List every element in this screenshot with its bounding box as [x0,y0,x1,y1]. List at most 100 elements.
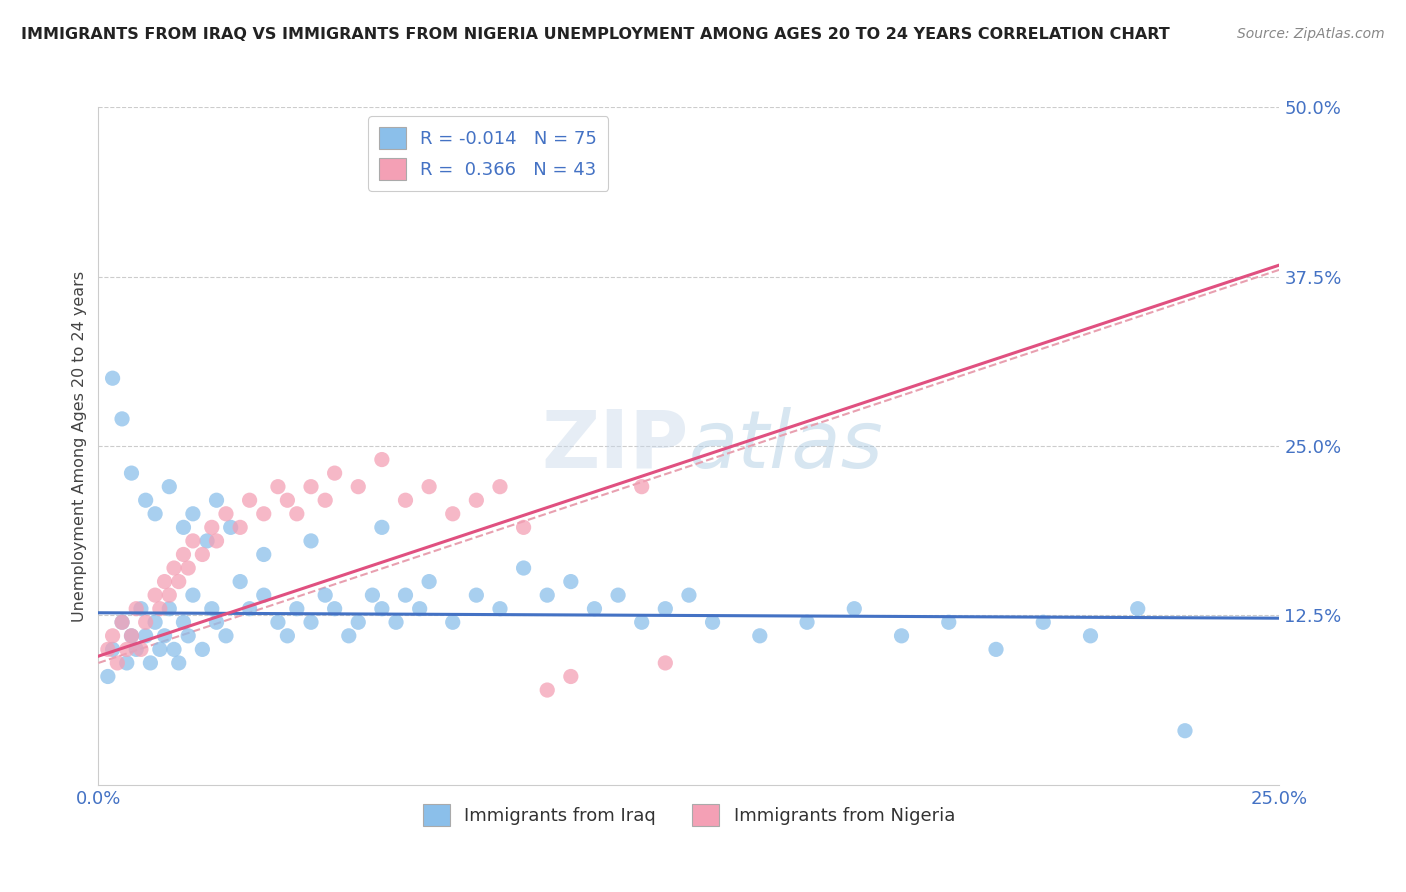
Point [181,507,204,521]
Point [167,574,190,589]
Point [1032,615,1054,630]
Point [394,493,416,508]
Point [205,493,228,508]
Point [276,493,298,508]
Point [654,601,676,615]
Point [121,629,143,643]
Point [215,507,238,521]
Point [844,601,866,615]
Point [371,452,394,467]
Point [153,629,176,643]
Point [153,574,176,589]
Point [149,642,172,657]
Point [172,520,194,534]
Point [129,642,152,657]
Point [385,615,408,630]
Point [181,588,204,602]
Point [512,520,534,534]
Point [167,656,190,670]
Point [201,601,224,615]
Point [489,601,512,615]
Text: atlas: atlas [689,407,884,485]
Point [135,493,157,508]
Point [441,507,464,521]
Point [371,520,394,534]
Point [796,615,818,630]
Point [890,629,912,643]
Point [101,642,124,657]
Point [560,574,582,589]
Point [465,493,488,508]
Point [285,507,308,521]
Point [181,533,204,548]
Point [139,656,162,670]
Point [347,615,370,630]
Point [441,615,464,630]
Point [1174,723,1197,738]
Point [536,588,558,602]
Point [125,642,148,657]
Point [97,669,120,683]
Point [129,601,152,615]
Point [172,548,194,562]
Point [205,533,228,548]
Point [267,480,290,494]
Point [101,371,124,385]
Point [111,412,134,426]
Point [512,561,534,575]
Point [157,601,180,615]
Point [394,588,416,602]
Point [219,520,242,534]
Point [984,642,1007,657]
Point [702,615,724,630]
Legend: Immigrants from Iraq, Immigrants from Nigeria: Immigrants from Iraq, Immigrants from Ni… [412,793,966,837]
Point [748,629,770,643]
Point [299,533,322,548]
Point [157,480,180,494]
Y-axis label: Unemployment Among Ages 20 to 24 years: Unemployment Among Ages 20 to 24 years [72,270,87,622]
Point [115,656,138,670]
Point [195,533,218,548]
Text: ZIP: ZIP [541,407,689,485]
Point [97,642,120,657]
Point [163,642,186,657]
Point [361,588,384,602]
Point [253,588,276,602]
Point [121,466,143,480]
Point [157,588,180,602]
Point [135,629,157,643]
Point [143,588,166,602]
Point [267,615,290,630]
Point [337,629,360,643]
Point [314,588,336,602]
Point [654,656,676,670]
Point [560,669,582,683]
Point [583,601,606,615]
Point [1126,601,1149,615]
Point [276,629,298,643]
Point [125,601,148,615]
Point [121,629,143,643]
Point [105,656,128,670]
Point [229,520,252,534]
Text: Source: ZipAtlas.com: Source: ZipAtlas.com [1237,27,1385,41]
Point [630,615,652,630]
Point [465,588,488,602]
Point [1080,629,1102,643]
Point [607,588,630,602]
Point [205,615,228,630]
Point [239,601,262,615]
Point [111,615,134,630]
Point [111,615,134,630]
Point [177,561,200,575]
Point [143,507,166,521]
Point [371,601,394,615]
Point [201,520,224,534]
Point [191,548,214,562]
Point [489,480,512,494]
Point [177,629,200,643]
Text: IMMIGRANTS FROM IRAQ VS IMMIGRANTS FROM NIGERIA UNEMPLOYMENT AMONG AGES 20 TO 24: IMMIGRANTS FROM IRAQ VS IMMIGRANTS FROM … [21,27,1170,42]
Point [323,601,346,615]
Point [239,493,262,508]
Point [314,493,336,508]
